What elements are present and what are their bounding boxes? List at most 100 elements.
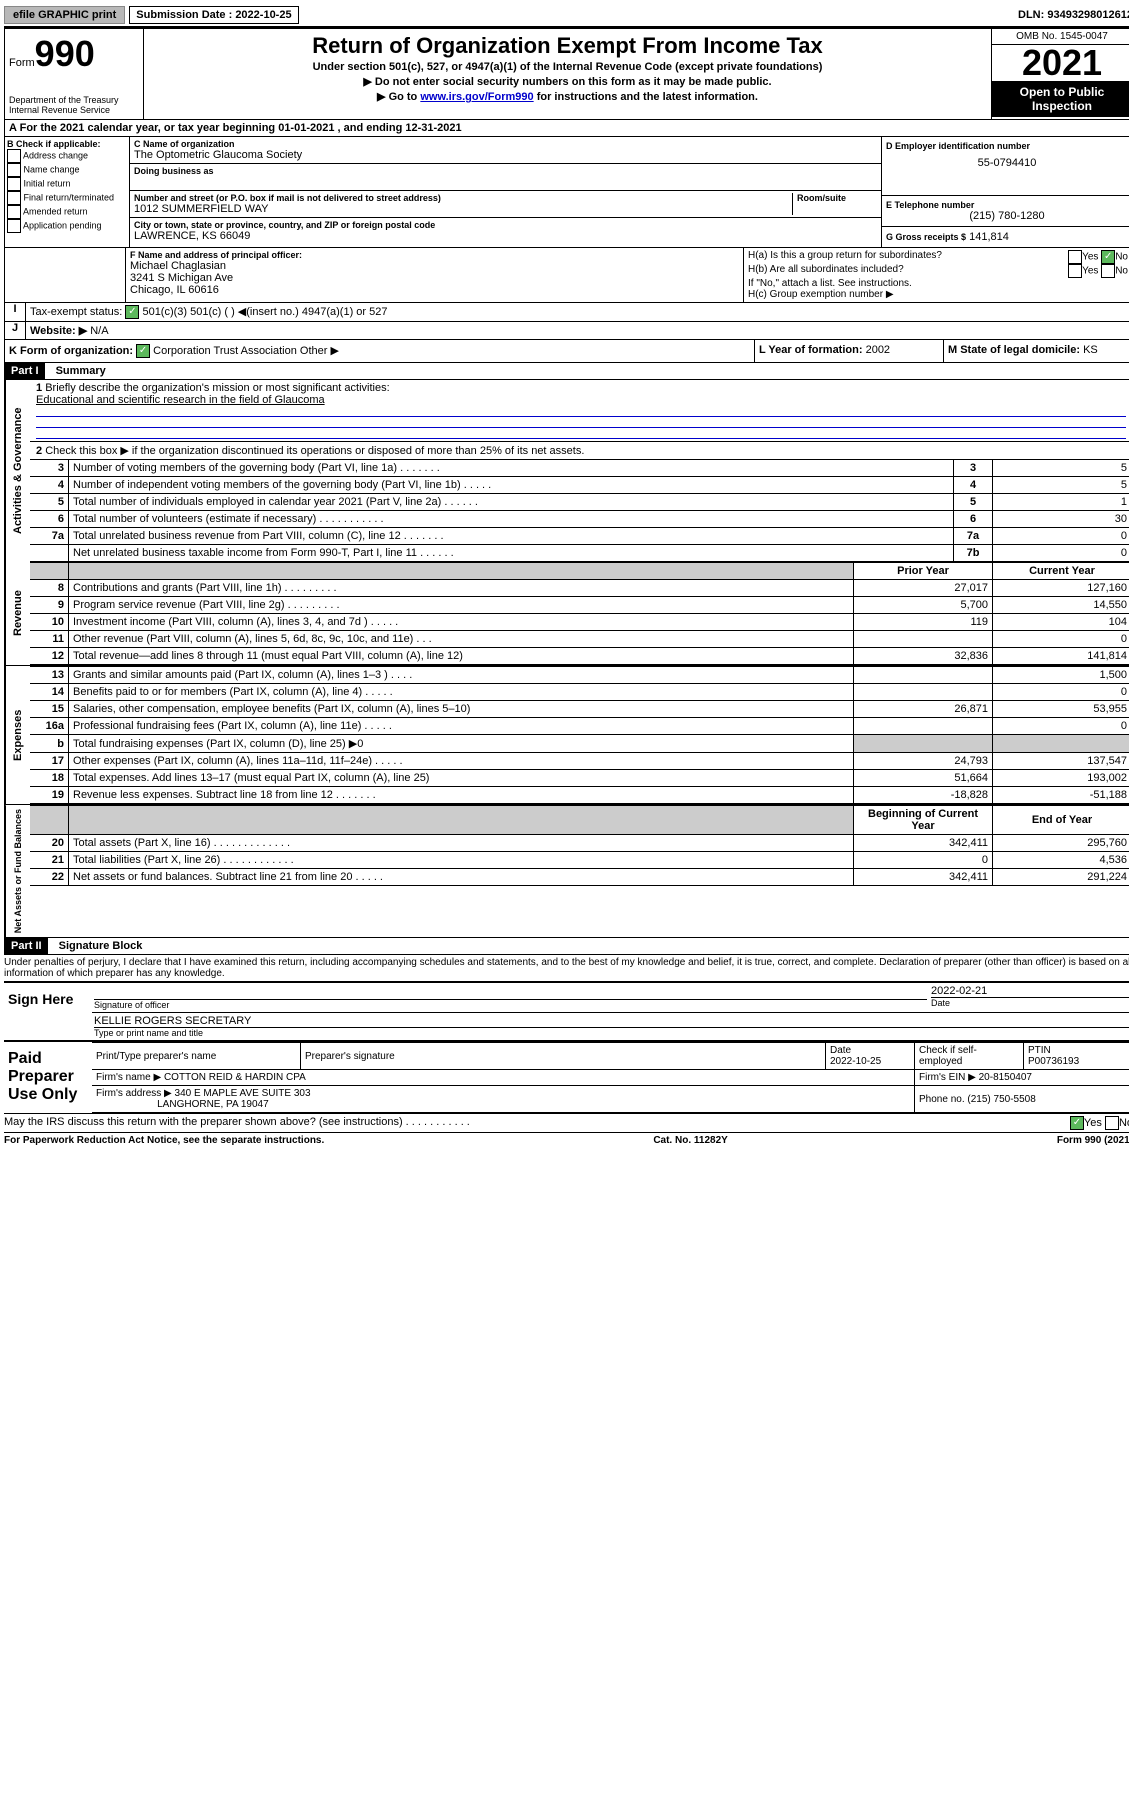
declaration: Under penalties of perjury, I declare th… <box>4 955 1129 981</box>
h-note: If "No," attach a list. See instructions… <box>748 278 1128 289</box>
table-governance: 3Number of voting members of the governi… <box>30 459 1129 562</box>
officer-addr2: Chicago, IL 60616 <box>130 284 739 296</box>
form-header: Form990 Department of the Treasury Inter… <box>4 27 1129 120</box>
ein-value: 55-0794410 <box>886 157 1128 169</box>
open-inspection: Open to Public Inspection <box>992 81 1129 117</box>
boxb-checkbox[interactable] <box>7 149 21 163</box>
boxb-checkbox[interactable] <box>7 205 21 219</box>
gross-label: G Gross receipts $ <box>886 232 966 242</box>
corp-checkbox[interactable]: ✓ <box>136 344 150 358</box>
top-bar: efile GRAPHIC print Submission Date : 20… <box>4 4 1129 27</box>
q1: Briefly describe the organization's miss… <box>45 382 389 394</box>
discuss-no-checkbox[interactable] <box>1105 1116 1119 1130</box>
box-m: M State of legal domicile: KS <box>943 340 1129 362</box>
part2-header: Part II <box>5 938 48 954</box>
prep-date: 2022-10-25 <box>830 1056 881 1067</box>
sub3-post: for instructions and the latest informat… <box>534 91 758 103</box>
table-row: Net unrelated business taxable income fr… <box>30 545 1129 562</box>
box-h: H(a) Is this a group return for subordin… <box>744 248 1129 302</box>
officer-label: F Name and address of principal officer: <box>130 250 739 260</box>
discuss-yes-checkbox[interactable]: ✓ <box>1070 1116 1084 1130</box>
table-row: 19Revenue less expenses. Subtract line 1… <box>30 787 1129 804</box>
table-row: 3Number of voting members of the governi… <box>30 460 1129 477</box>
line-a: A For the 2021 calendar year, or tax yea… <box>4 120 1129 137</box>
col-current: Current Year <box>993 563 1129 580</box>
subtitle-2: ▶ Do not enter social security numbers o… <box>148 75 987 88</box>
form-org-opts: Corporation Trust Association Other ▶ <box>153 345 339 357</box>
table-row: 20Total assets (Part X, line 16) . . . .… <box>30 835 1129 852</box>
city-state-zip: LAWRENCE, KS 66049 <box>134 230 877 242</box>
table-row: 7aTotal unrelated business revenue from … <box>30 528 1129 545</box>
sign-here-block: Sign Here Signature of officer 2022-02-2… <box>4 981 1129 1040</box>
form-title: Return of Organization Exempt From Incom… <box>148 33 987 59</box>
city-label: City or town, state or province, country… <box>134 220 877 230</box>
submission-date: Submission Date : 2022-10-25 <box>129 6 298 24</box>
firm-addr2: LANGHORNE, PA 19047 <box>157 1099 269 1110</box>
boxb-checkbox[interactable] <box>7 163 21 177</box>
no-label: No <box>1119 1117 1129 1129</box>
col-beg: Beginning of Current Year <box>854 806 993 835</box>
table-row: 18Total expenses. Add lines 13–17 (must … <box>30 770 1129 787</box>
irs-link[interactable]: www.irs.gov/Form990 <box>420 91 533 103</box>
table-net: Beginning of Current YearEnd of Year 20T… <box>30 805 1129 886</box>
box-f: F Name and address of principal officer:… <box>126 248 744 302</box>
domicile-value: KS <box>1083 344 1098 356</box>
table-row: 13Grants and similar amounts paid (Part … <box>30 667 1129 684</box>
prep-sig-label: Preparer's signature <box>301 1043 826 1070</box>
h-a: H(a) Is this a group return for subordin… <box>748 250 942 264</box>
ha-no-checkbox[interactable]: ✓ <box>1101 250 1115 264</box>
website-value: N/A <box>90 325 108 337</box>
ptin-value: P00736193 <box>1028 1056 1079 1067</box>
org-name: The Optometric Glaucoma Society <box>134 149 877 161</box>
h-b: H(b) Are all subordinates included? <box>748 264 904 278</box>
box-c: C Name of organization The Optometric Gl… <box>130 137 881 247</box>
addr-label: Number and street (or P.O. box if mail i… <box>134 193 792 203</box>
firm-name: COTTON REID & HARDIN CPA <box>164 1072 306 1083</box>
q1-answer: Educational and scientific research in t… <box>36 394 325 406</box>
check-if: Check if self-employed <box>915 1043 1024 1070</box>
hb-yes-checkbox[interactable] <box>1068 264 1082 278</box>
officer-name: Michael Chaglasian <box>130 260 739 272</box>
box-d-e-g: D Employer identification number 55-0794… <box>881 137 1129 247</box>
subtitle-3: ▶ Go to www.irs.gov/Form990 for instruct… <box>148 90 987 103</box>
form-org-label: K Form of organization: <box>9 345 133 357</box>
yes-label: Yes <box>1084 1117 1102 1129</box>
paid-label: Paid Preparer Use Only <box>4 1042 92 1113</box>
ha-yes-checkbox[interactable] <box>1068 250 1082 264</box>
501c3-checkbox[interactable]: ✓ <box>125 305 139 319</box>
sign-here-label: Sign Here <box>4 983 92 1040</box>
box-j: Website: ▶ N/A <box>26 322 1129 339</box>
table-row: 15Salaries, other compensation, employee… <box>30 701 1129 718</box>
table-row: 8Contributions and grants (Part VIII, li… <box>30 580 1129 597</box>
boxb-checkbox[interactable] <box>7 177 21 191</box>
phone-label: E Telephone number <box>886 200 1128 210</box>
firm-ein: 20-8150407 <box>979 1072 1032 1083</box>
table-row: 11Other revenue (Part VIII, column (A), … <box>30 631 1129 648</box>
col-prior: Prior Year <box>854 563 993 580</box>
discuss-question: May the IRS discuss this return with the… <box>4 1116 470 1130</box>
box-b-title: B Check if applicable: <box>7 139 127 149</box>
phone-value: (215) 780-1280 <box>886 210 1128 222</box>
box-l: L Year of formation: 2002 <box>754 340 943 362</box>
street-address: 1012 SUMMERFIELD WAY <box>134 203 792 215</box>
box-c-label: C Name of organization <box>134 139 877 149</box>
line-a-text: For the 2021 calendar year, or tax year … <box>20 122 462 134</box>
box-k: K Form of organization: ✓ Corporation Tr… <box>5 340 754 362</box>
form-word: Form <box>9 57 35 69</box>
footer-left: For Paperwork Reduction Act Notice, see … <box>4 1135 324 1146</box>
paid-preparer-block: Paid Preparer Use Only Print/Type prepar… <box>4 1040 1129 1113</box>
table-row: 14Benefits paid to or for members (Part … <box>30 684 1129 701</box>
boxb-checkbox[interactable] <box>7 219 21 233</box>
boxb-checkbox[interactable] <box>7 191 21 205</box>
efile-button[interactable]: efile GRAPHIC print <box>4 6 125 24</box>
hb-no-checkbox[interactable] <box>1101 264 1115 278</box>
tax-status-opts: 501(c)(3) 501(c) ( ) ◀(insert no.) 4947(… <box>142 306 387 318</box>
officer-name-title: KELLIE ROGERS SECRETARY <box>94 1015 1129 1027</box>
dba-label: Doing business as <box>134 166 877 176</box>
footer: For Paperwork Reduction Act Notice, see … <box>4 1132 1129 1146</box>
tax-status-label: Tax-exempt status: <box>30 306 122 318</box>
firm-addr-label: Firm's address ▶ <box>96 1088 172 1099</box>
firm-name-label: Firm's name ▶ <box>96 1072 161 1083</box>
table-expenses: 13Grants and similar amounts paid (Part … <box>30 666 1129 804</box>
table-revenue: Prior YearCurrent Year 8Contributions an… <box>30 562 1129 665</box>
